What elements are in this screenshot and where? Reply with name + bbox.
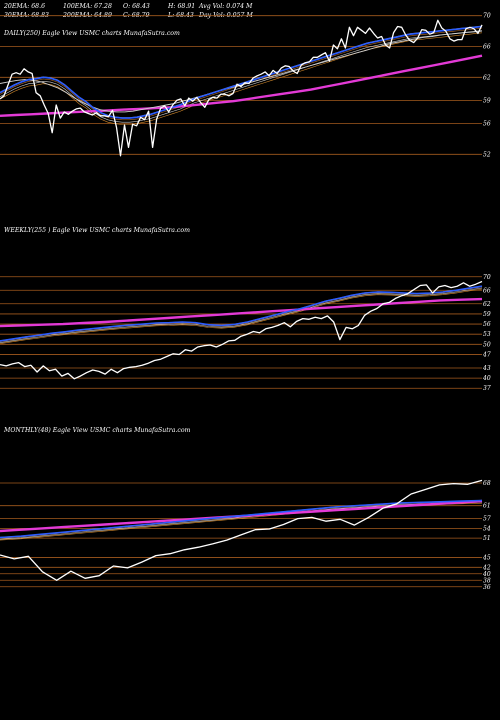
ema-fast-line [0, 25, 483, 119]
ema-companion-line [0, 32, 483, 125]
ema-companion-line [0, 30, 483, 123]
y-tick-label: 42 [482, 564, 491, 571]
y-tick-label: 36 [483, 584, 491, 591]
y-tick-label: 52 [483, 151, 491, 158]
y-tick-label: 68 [483, 480, 491, 487]
y-tick-label: 66 [483, 287, 491, 294]
daily-panel: 70 66 62 59 56 52 [0, 13, 491, 158]
ema-slow-line [0, 54, 483, 117]
y-tick-label: 50 [483, 341, 491, 348]
y-tick-label: 56 [483, 321, 491, 328]
y-tick-label: 51 [483, 535, 491, 542]
weekly-panel: 70 66 62 59 56 53 50 47 43 40 37 [0, 274, 491, 392]
ema-fast-line [0, 499, 483, 539]
ema-line [0, 30, 483, 113]
y-tick-label: 47 [482, 351, 491, 358]
y-tick-label: 37 [483, 385, 491, 392]
y-tick-label: 43 [482, 365, 491, 372]
stat-20ema: 20EMA: 68.6 [3, 3, 45, 10]
price-line [0, 280, 483, 380]
stat-open: O: 68.43 [123, 3, 150, 10]
y-tick-label: 62 [483, 74, 491, 81]
y-tick-label: 66 [483, 44, 491, 51]
y-tick-label: 61 [483, 503, 491, 510]
monthly-panel-title: MONTHLY(48) Eagle View USMC charts Munaf… [3, 427, 191, 434]
price-line [0, 479, 483, 581]
y-tick-label: 54 [483, 525, 491, 532]
y-tick-label: 40 [482, 375, 491, 382]
ema-line [0, 297, 483, 328]
ema-companion-line [0, 27, 483, 121]
stat-high: H: 68.91 [167, 3, 195, 10]
ema-companion-line [0, 287, 483, 343]
price-line [0, 19, 483, 157]
ema-fast-line [0, 285, 483, 342]
y-tick-label: 59 [483, 311, 491, 318]
y-tick-label: 56 [483, 121, 491, 128]
y-tick-label: 40 [482, 571, 491, 578]
stat-100ema: 100EMA: 67.28 [63, 3, 112, 10]
y-tick-label: 70 [483, 274, 491, 281]
y-tick-label: 45 [482, 555, 491, 562]
y-tick-label: 38 [483, 577, 491, 584]
daily-panel-title: DAILY(250) Eagle View USMC charts Munafa… [3, 30, 180, 37]
stat-avg-vol: Avg Vol: 0.074 M [198, 3, 253, 10]
y-tick-label: 59 [483, 97, 491, 104]
y-tick-label: 53 [483, 331, 491, 338]
y-tick-label: 70 [483, 13, 491, 20]
y-tick-label: 62 [483, 301, 491, 308]
ema-companion-line [0, 501, 483, 540]
weekly-panel-title: WEEKLY(255 ) Eagle View USMC charts Muna… [4, 227, 190, 234]
y-tick-label: 57 [483, 516, 491, 523]
